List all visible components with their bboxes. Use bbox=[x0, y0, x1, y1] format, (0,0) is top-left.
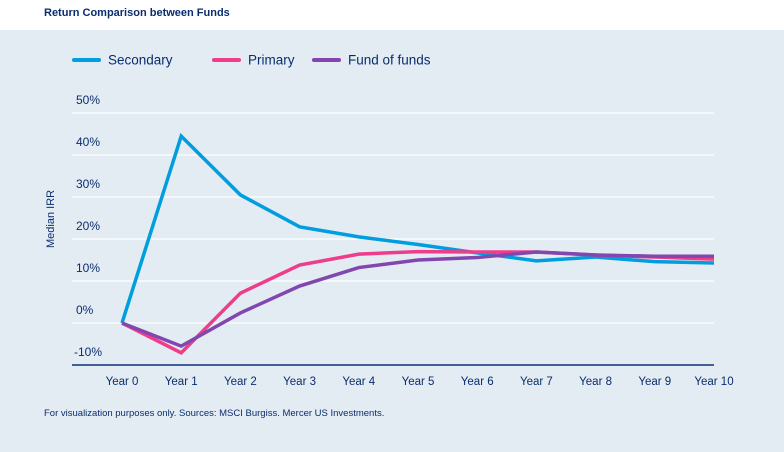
x-tick-label: Year 9 bbox=[638, 376, 671, 388]
x-tick-label: Year 10 bbox=[694, 376, 733, 388]
y-tick-label: 20% bbox=[76, 219, 100, 233]
x-tick-label: Year 5 bbox=[402, 376, 435, 388]
series-line-fund-of-funds bbox=[121, 250, 714, 349]
x-tick-label: Year 2 bbox=[224, 376, 257, 388]
legend-label: Primary bbox=[248, 53, 295, 68]
y-tick-label: -10% bbox=[74, 345, 102, 359]
footnote: For visualization purposes only. Sources… bbox=[44, 408, 385, 419]
y-axis-label: Median IRR bbox=[45, 190, 57, 248]
y-tick-label: 10% bbox=[76, 261, 100, 275]
x-tick-label: Year 7 bbox=[520, 376, 553, 388]
series-line-secondary bbox=[120, 132, 715, 324]
y-tick-label: 40% bbox=[76, 135, 100, 149]
x-tick-label: Year 4 bbox=[342, 376, 375, 388]
x-tick-label: Year 3 bbox=[283, 376, 316, 388]
series-line-primary bbox=[121, 249, 715, 355]
x-tick-label: Year 1 bbox=[165, 376, 198, 388]
legend-label: Fund of funds bbox=[348, 53, 431, 68]
legend-label: Secondary bbox=[108, 53, 173, 68]
y-tick-label: 0% bbox=[76, 303, 94, 317]
x-tick-label: Year 0 bbox=[106, 376, 139, 388]
y-tick-label: 50% bbox=[76, 93, 100, 107]
chart-title: Return Comparison between Funds bbox=[44, 7, 230, 19]
x-tick-label: Year 6 bbox=[461, 376, 494, 388]
y-tick-label: 30% bbox=[76, 177, 100, 191]
x-tick-label: Year 8 bbox=[579, 376, 612, 388]
